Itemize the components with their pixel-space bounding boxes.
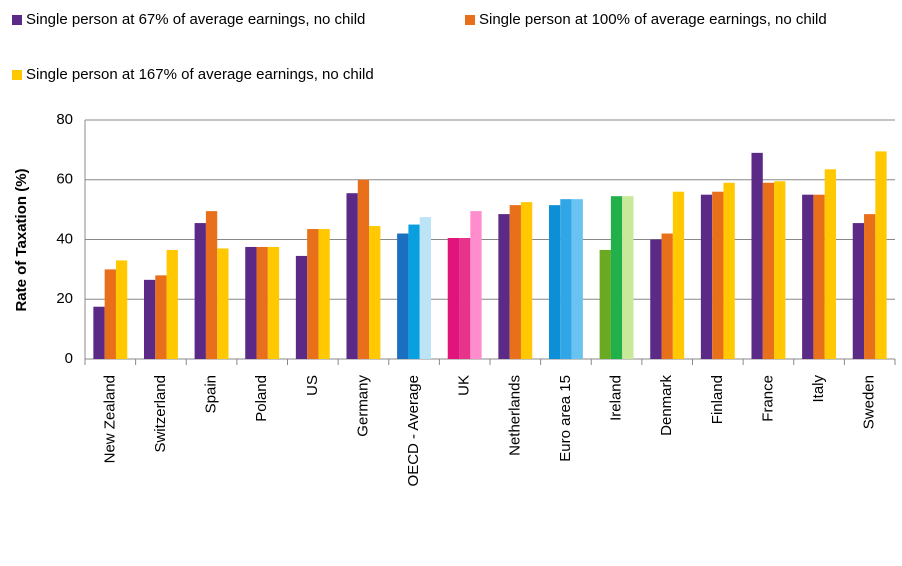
bar	[104, 269, 116, 359]
bar	[751, 152, 763, 359]
bar	[245, 246, 257, 359]
bar	[723, 182, 735, 359]
bar	[774, 181, 786, 359]
bar	[307, 229, 319, 359]
x-tick-label: Sweden	[861, 375, 878, 429]
bar	[93, 306, 105, 359]
bar	[470, 211, 482, 359]
y-tick-label: 80	[56, 111, 73, 128]
y-tick-label: 20	[56, 290, 73, 307]
bar	[397, 233, 409, 359]
bar	[509, 205, 521, 359]
bar	[498, 214, 510, 359]
bar	[459, 238, 471, 359]
bar	[408, 224, 420, 359]
bar	[650, 239, 662, 359]
bar	[318, 229, 330, 359]
x-tick-label: OECD - Average	[405, 375, 422, 486]
legend-label: Single person at 100% of average earning…	[479, 11, 827, 28]
bar	[548, 205, 561, 359]
bar	[205, 211, 218, 359]
y-tick-label: 0	[65, 350, 73, 367]
bar	[762, 182, 775, 359]
bar	[864, 214, 876, 359]
x-tick-label: Switzerland	[152, 375, 169, 453]
bar	[447, 238, 460, 359]
x-tick-label: France	[759, 375, 776, 422]
bar	[610, 196, 623, 359]
bar	[143, 279, 156, 359]
x-tick-label: Germany	[354, 375, 371, 437]
bar	[115, 260, 128, 359]
x-tick-label: Spain	[203, 375, 220, 413]
bar	[852, 223, 865, 359]
y-tick-label: 60	[56, 171, 73, 188]
bar	[357, 179, 370, 359]
legend-swatch	[12, 15, 22, 25]
bar	[661, 233, 673, 359]
bar	[813, 194, 825, 359]
bar	[824, 169, 837, 359]
legend-swatch	[12, 70, 22, 80]
x-tick-label: New Zealand	[101, 375, 118, 463]
legend-label: Single person at 67% of average earnings…	[26, 11, 365, 28]
legend-label: Single person at 167% of average earning…	[26, 66, 374, 83]
x-tick-label: Euro area 15	[557, 375, 574, 462]
bar	[875, 151, 887, 359]
bar	[560, 199, 572, 359]
bar	[712, 191, 724, 359]
bar	[346, 193, 358, 359]
bar	[369, 226, 381, 359]
bar	[802, 194, 814, 359]
bar	[520, 202, 533, 359]
bar	[166, 249, 178, 359]
bar	[700, 194, 713, 359]
bar	[194, 223, 206, 359]
bar	[571, 199, 583, 359]
bar	[295, 255, 308, 359]
bar	[622, 196, 634, 359]
x-tick-label: Finland	[709, 375, 726, 424]
x-tick-label: Poland	[253, 375, 270, 422]
bar	[419, 217, 432, 359]
x-tick-label: US	[304, 375, 321, 396]
bar	[599, 249, 611, 359]
legend-swatch	[465, 15, 475, 25]
y-axis-label: Rate of Taxation (%)	[13, 168, 30, 311]
x-tick-label: Denmark	[658, 375, 675, 436]
bar	[672, 191, 685, 359]
bar	[267, 246, 280, 359]
y-tick-label: 40	[56, 230, 73, 247]
bar	[155, 275, 167, 359]
x-tick-label: Ireland	[608, 375, 625, 421]
bar	[217, 248, 229, 359]
x-tick-label: Netherlands	[506, 375, 523, 456]
x-tick-label: Italy	[810, 375, 827, 403]
x-tick-label: UK	[456, 375, 473, 396]
bar	[256, 246, 268, 359]
